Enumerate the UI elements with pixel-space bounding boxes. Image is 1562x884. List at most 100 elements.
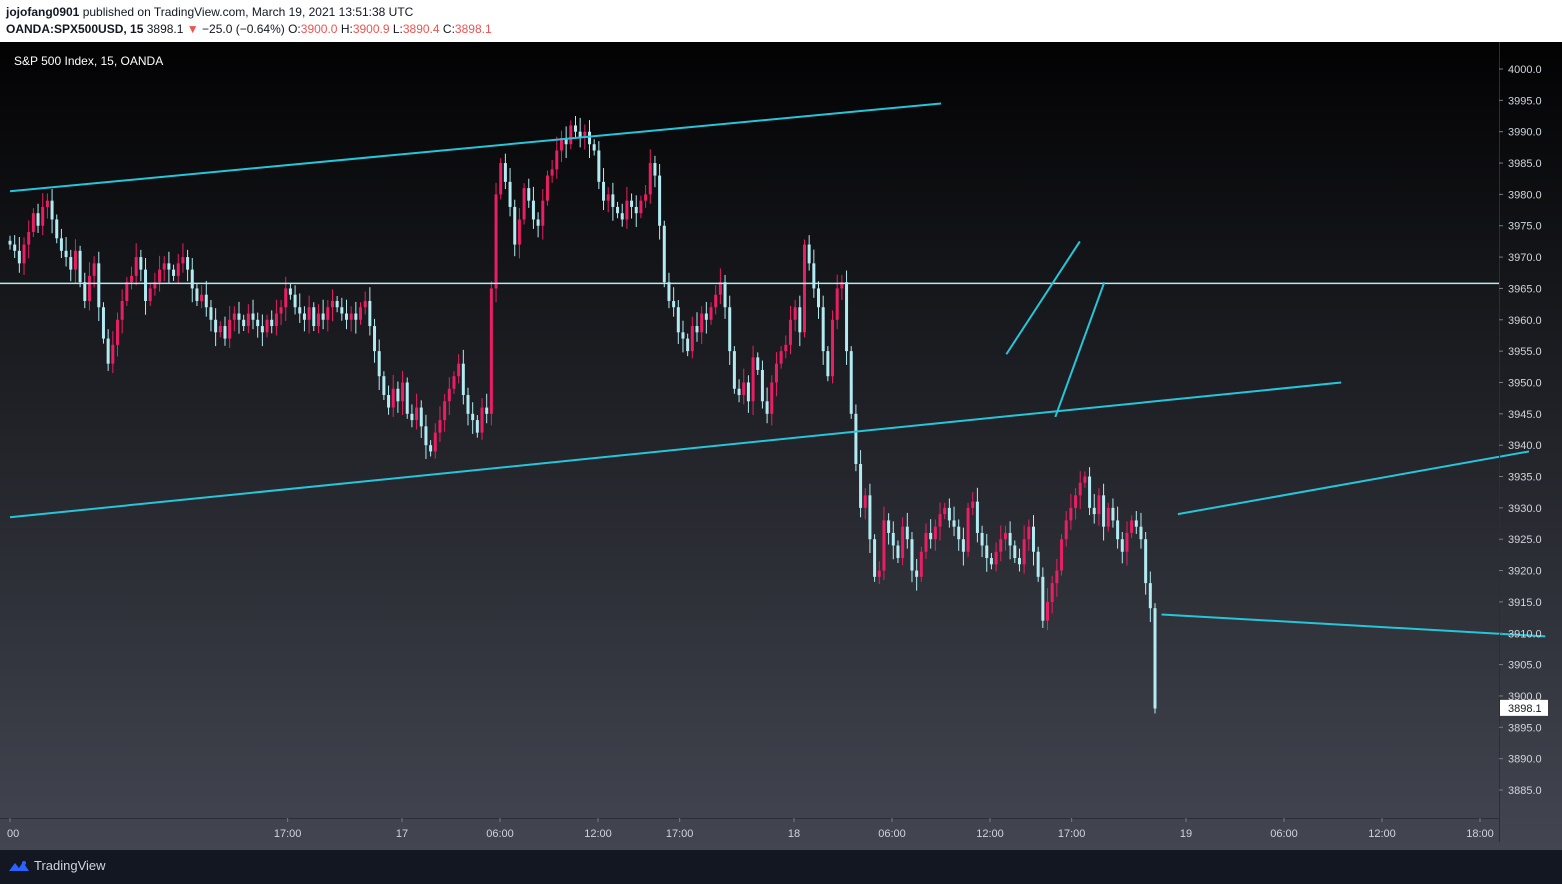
candle-body[interactable] [172,269,176,276]
candle-body[interactable] [1069,507,1073,521]
candle-body[interactable] [971,501,975,508]
candle-body[interactable] [1148,583,1152,609]
candle-body[interactable] [901,526,905,559]
candle-body[interactable] [232,313,236,320]
candle-body[interactable] [485,407,489,414]
candle-body[interactable] [718,282,722,295]
candle-body[interactable] [200,294,204,301]
candle-body[interactable] [438,420,442,433]
candle-body[interactable] [461,363,465,396]
candle-body[interactable] [302,313,306,320]
candle-body[interactable] [863,495,867,508]
candle-body[interactable] [237,313,241,320]
candle-body[interactable] [447,388,451,402]
candle-body[interactable] [849,351,853,414]
candle-body[interactable] [644,194,648,201]
candle-body[interactable] [891,532,895,546]
candle-body[interactable] [802,244,806,333]
candle-body[interactable] [1120,539,1124,552]
candle-body[interactable] [784,344,788,352]
candle-body[interactable] [765,401,769,414]
candle-body[interactable] [429,445,433,452]
candle-body[interactable] [1130,520,1134,533]
candle-body[interactable] [639,200,643,214]
candle-body[interactable] [101,307,105,339]
candle-body[interactable] [527,188,531,201]
candle-body[interactable] [256,319,260,327]
candle-body[interactable] [597,150,601,182]
candle-body[interactable] [774,363,778,383]
candle-body[interactable] [223,326,227,339]
candle-body[interactable] [1106,507,1110,527]
candle-body[interactable] [1036,551,1040,577]
candle-body[interactable] [686,338,690,352]
candle-body[interactable] [36,213,40,226]
trendline-wedge-lower[interactable] [1161,613,1546,638]
candle-body[interactable] [382,376,386,396]
candle-body[interactable] [999,539,1003,552]
candle-body[interactable] [31,213,35,233]
candle-body[interactable] [788,319,792,345]
trendline-flag-right[interactable] [1054,281,1106,418]
trendline-upper-channel[interactable] [9,102,942,193]
candle-body[interactable] [494,194,498,289]
candle-body[interactable] [559,137,563,151]
candle-body[interactable] [433,432,437,452]
candle-body[interactable] [1111,507,1115,521]
candle-body[interactable] [330,300,334,308]
candle-body[interactable] [69,257,73,270]
candle-body[interactable] [522,188,526,220]
candle-body[interactable] [419,407,423,427]
candle-body[interactable] [1022,539,1026,565]
candle-body[interactable] [975,501,979,533]
candle-body[interactable] [410,413,414,421]
candle-body[interactable] [933,526,937,540]
candle-body[interactable] [606,194,610,201]
candle-body[interactable] [994,551,998,565]
candle-body[interactable] [13,244,17,251]
candle-body[interactable] [915,570,919,577]
candle-body[interactable] [840,282,844,289]
candle-body[interactable] [919,551,923,577]
candle-body[interactable] [176,263,180,276]
candle-body[interactable] [821,307,825,352]
candle-body[interactable] [1153,608,1157,709]
candle-body[interactable] [8,240,12,245]
candle-body[interactable] [354,313,358,320]
candle-body[interactable] [167,263,171,270]
candle-body[interactable] [541,200,545,226]
candle-body[interactable] [924,532,928,552]
candle-body[interactable] [573,125,577,132]
candle-body[interactable] [391,388,395,408]
candle-body[interactable] [373,326,377,352]
candle-body[interactable] [452,376,456,389]
candle-body[interactable] [1074,495,1078,508]
price-axis[interactable]: 4000.0 3995.0 3990.0 3985.0 3980.0 3975.0 3970… [1499,64,1542,797]
candle-body[interactable] [826,351,830,377]
candle-body[interactable] [228,319,232,339]
candle-body[interactable] [87,275,91,301]
candle-body[interactable] [1078,482,1082,496]
candle-body[interactable] [134,257,138,276]
candle-body[interactable] [284,288,288,308]
candle-body[interactable] [676,307,680,333]
candle-body[interactable] [279,307,283,314]
candle-body[interactable] [1139,526,1143,540]
candle-body[interactable] [700,313,704,333]
candle-body[interactable] [162,263,166,270]
candle-body[interactable] [648,163,652,195]
candle-body[interactable] [681,332,685,339]
candle-body[interactable] [1064,520,1068,540]
candle-body[interactable] [242,319,246,327]
candle-body[interactable] [1013,545,1017,559]
candle-body[interactable] [760,369,764,402]
candle-body[interactable] [475,420,479,433]
candle-body[interactable] [536,219,540,226]
candle-body[interactable] [1050,583,1054,602]
candle-body[interactable] [588,131,592,145]
candle-body[interactable] [22,244,26,264]
candle-body[interactable] [27,232,31,245]
candle-body[interactable] [270,319,274,327]
candle-body[interactable] [73,250,77,270]
candle-body[interactable] [106,338,110,364]
